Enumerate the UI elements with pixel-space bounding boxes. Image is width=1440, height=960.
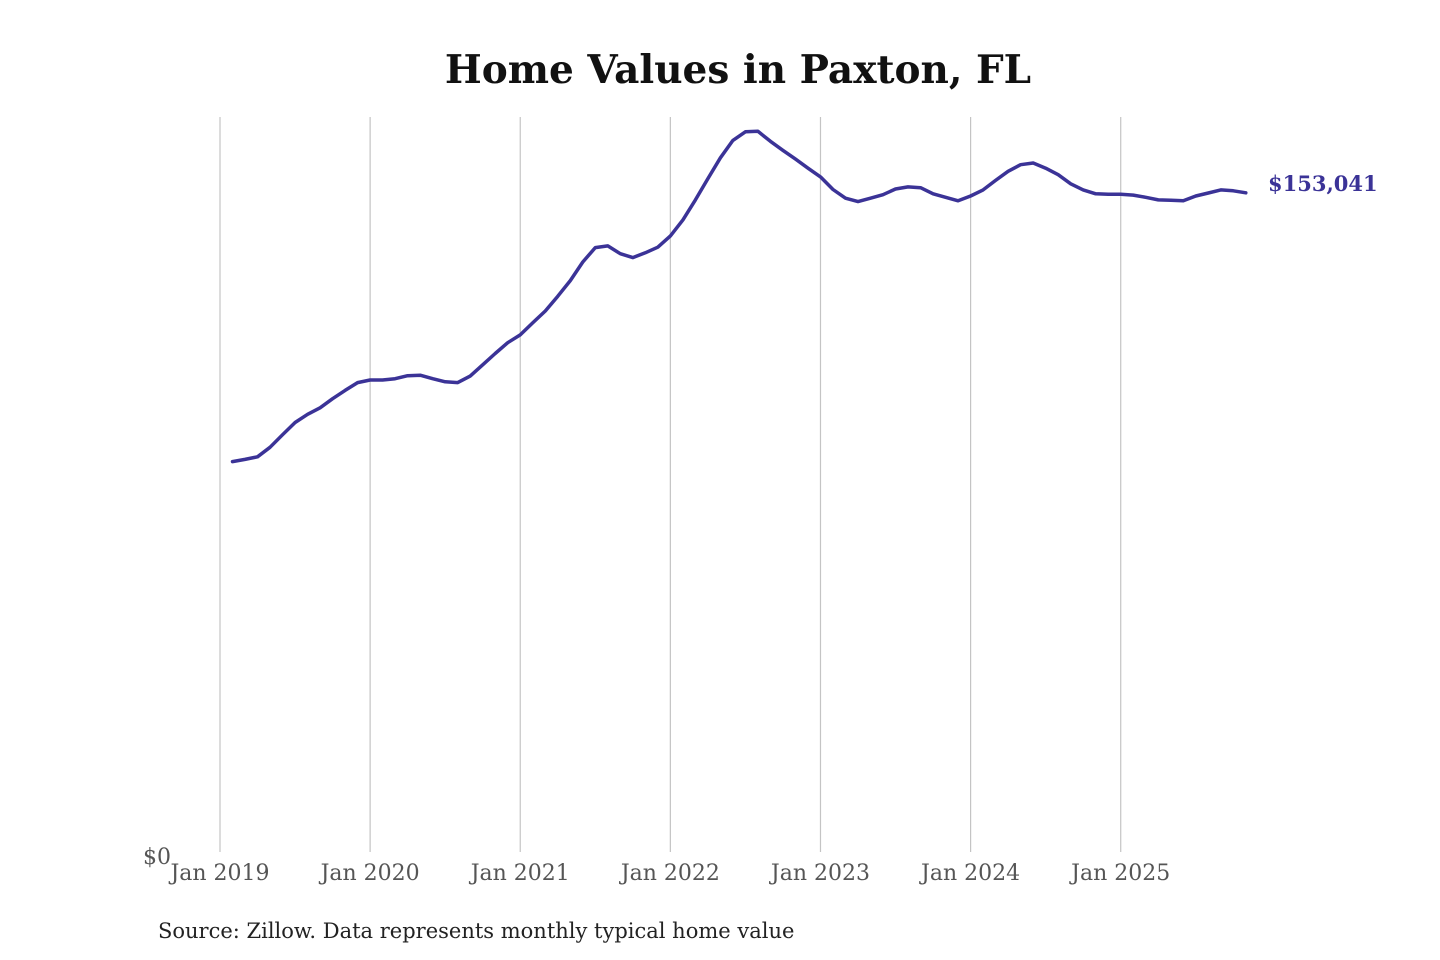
x-tick-label: Jan 2019 [168,861,269,886]
gridlines [219,117,1122,852]
x-tick-label: Jan 2025 [1069,861,1170,886]
x-tick-label: Jan 2021 [469,861,570,886]
chart-title: Home Values in Paxton, FL [445,47,1031,93]
end-value-label: $153,041 [1268,171,1378,196]
x-tick-label: Jan 2022 [619,861,720,886]
series-line-home-value [230,129,1248,464]
x-tick-label: Jan 2020 [319,861,420,886]
y-tick-label-0: $0 [143,845,171,870]
x-tick-label: Jan 2024 [919,861,1020,886]
source-note: Source: Zillow. Data represents monthly … [158,919,794,943]
x-axis-ticks: Jan 2019 Jan 2020 Jan 2021 Jan 2022 Jan 2023… [168,861,1170,886]
x-tick-label: Jan 2023 [769,861,870,886]
